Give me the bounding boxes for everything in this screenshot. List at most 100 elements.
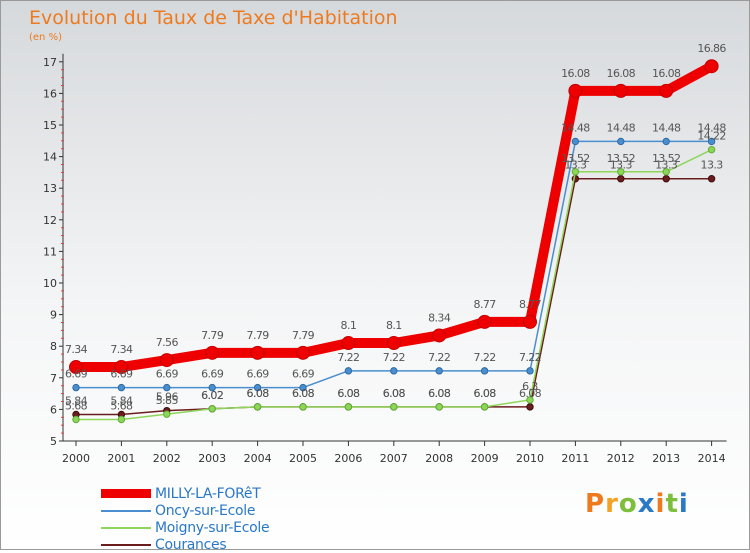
data-label: 16.86	[697, 42, 726, 55]
y-tick-label: 11	[43, 245, 57, 258]
data-label: 6.08	[292, 387, 315, 400]
data-label: 5.68	[65, 400, 88, 413]
data-label: 7.79	[201, 329, 224, 342]
data-point	[341, 336, 356, 351]
data-label: 6.02	[201, 389, 223, 402]
y-tick-label: 10	[43, 277, 57, 290]
data-label: 8.1	[386, 319, 402, 332]
data-label: 6.08	[247, 387, 270, 400]
data-label: 6.08	[428, 387, 451, 400]
data-point	[296, 345, 310, 360]
legend-label: Moigny-sur-Ecole	[155, 519, 270, 536]
data-point	[704, 59, 719, 74]
y-tick-label: 12	[43, 214, 57, 227]
data-label: 5.84	[65, 394, 88, 407]
data-label: 8.77	[519, 298, 542, 311]
x-tick-label: 2003	[198, 452, 226, 465]
data-label: 7.79	[247, 329, 270, 342]
data-label: 14.48	[652, 121, 681, 134]
data-label: 14.48	[697, 121, 726, 134]
data-label: 7.56	[156, 336, 179, 349]
y-tick-label: 17	[43, 56, 57, 69]
data-point	[253, 403, 262, 411]
data-point	[526, 396, 534, 404]
data-point	[250, 345, 265, 360]
data-label: 8.34	[428, 311, 451, 324]
legend-item: MILLY-LA-FORêT	[101, 485, 269, 502]
data-label: 6.69	[110, 368, 133, 381]
data-point	[526, 403, 534, 411]
data-label: 5.96	[156, 391, 179, 404]
data-point	[571, 137, 580, 146]
data-point	[299, 403, 307, 411]
data-label: 13.3	[701, 159, 724, 172]
legend-label: MILLY-LA-FORêT	[155, 485, 261, 502]
data-point	[707, 175, 716, 183]
x-tick-label: 2013	[652, 452, 680, 465]
data-label: 6.08	[337, 387, 360, 400]
legend-swatch	[101, 543, 151, 546]
data-label: 6.08	[519, 387, 542, 400]
x-tick-label: 2002	[153, 452, 181, 465]
legend-label: Oncy-sur-Ecole	[155, 502, 256, 519]
data-point	[390, 403, 398, 411]
x-tick-label: 2012	[607, 452, 635, 465]
data-point	[526, 367, 534, 375]
data-point	[253, 383, 262, 392]
x-tick-label: 2005	[289, 452, 317, 465]
data-point	[707, 145, 716, 154]
data-point	[114, 360, 129, 375]
data-label: 6.69	[156, 368, 179, 381]
data-point	[432, 328, 447, 343]
data-label: 14.48	[607, 121, 636, 134]
data-label: 7.22	[474, 351, 496, 364]
x-tick-label: 2010	[516, 452, 544, 465]
data-label: 13.52	[561, 152, 590, 165]
data-point	[662, 175, 670, 183]
legend-swatch	[101, 526, 151, 529]
data-point	[662, 168, 670, 176]
x-tick-label: 2009	[471, 452, 499, 465]
legend-item: Moigny-sur-Ecole	[101, 519, 270, 536]
data-label: 13.3	[610, 159, 633, 172]
data-point	[159, 353, 174, 368]
data-label: 14.48	[561, 121, 590, 134]
data-label: 13.52	[607, 152, 636, 165]
x-tick-label: 2011	[561, 452, 589, 465]
data-point	[435, 367, 443, 375]
data-label: 6.08	[383, 387, 406, 400]
data-point	[386, 336, 401, 351]
x-tick-label: 2014	[698, 452, 726, 465]
data-label: 13.3	[655, 159, 678, 172]
data-label: 7.34	[110, 343, 133, 356]
data-point	[72, 415, 80, 424]
data-point	[480, 403, 489, 411]
legend-item: Courances	[101, 536, 269, 553]
data-point	[208, 383, 216, 392]
x-tick-label: 2000	[62, 452, 90, 465]
legend: MILLY-LA-FORêT Oncy-sur-Ecole Moigny-sur-E…	[101, 485, 270, 553]
data-point	[571, 168, 580, 176]
data-label: 16.08	[561, 67, 590, 80]
data-point	[205, 345, 220, 360]
data-label: 6.69	[247, 368, 270, 381]
data-point	[72, 383, 80, 392]
data-label: 7.22	[428, 351, 450, 364]
chart-title: Evolution du Taux de Taxe d'Habitation	[29, 7, 398, 29]
y-tick-label: 14	[43, 151, 57, 164]
data-label: 8.77	[474, 298, 497, 311]
y-tick-label: 15	[43, 119, 57, 132]
data-label: 6.69	[201, 368, 224, 381]
x-tick-label: 2007	[380, 452, 408, 465]
data-point	[617, 137, 625, 146]
data-label: 6.08	[428, 387, 451, 400]
data-point	[613, 83, 628, 98]
data-point	[523, 314, 537, 329]
data-label: 5.84	[110, 394, 133, 407]
data-point	[480, 367, 489, 375]
y-tick-label: 9	[50, 309, 57, 322]
data-label: 6.69	[65, 368, 88, 381]
data-label: 6.08	[383, 387, 406, 400]
chart-subtitle: (en %)	[29, 32, 62, 43]
